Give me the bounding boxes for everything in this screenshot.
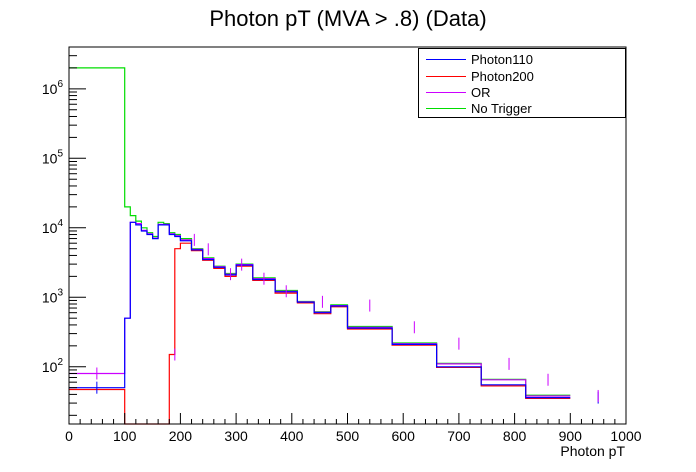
x-tick-label: 200 [169, 428, 193, 444]
series-line-or [69, 221, 571, 397]
legend-swatch-photon200 [426, 76, 466, 77]
legend-swatch-no-trigger [426, 108, 466, 109]
y-tick-label: 106 [42, 79, 64, 97]
x-tick-label: 900 [559, 428, 583, 444]
y-tick-label: 105 [42, 148, 64, 166]
legend-label-or: OR [471, 85, 491, 100]
series-line-photon110 [69, 221, 571, 399]
x-tick-label: 100 [113, 428, 137, 444]
y-tick-label: 104 [42, 218, 64, 236]
x-tick-label: 700 [447, 428, 471, 444]
legend-item-or: OR [419, 84, 625, 101]
legend-item-photon110: Photon110 [419, 51, 625, 68]
x-tick-label: 400 [280, 428, 304, 444]
x-tick-label: 0 [65, 428, 73, 444]
x-tick-label: 800 [503, 428, 527, 444]
legend-label-photon200: Photon200 [471, 69, 534, 84]
x-axis-title: Photon pT [560, 443, 625, 459]
legend-label-no-trigger: No Trigger [471, 101, 532, 116]
legend: Photon110 Photon200 OR No Trigger [418, 48, 626, 118]
x-tick-label: 1000 [610, 428, 641, 444]
x-tick-label: 600 [392, 428, 416, 444]
axes: 0 100 200 300 400 500 600 700 800 900 1000 102 103 10… [42, 46, 642, 444]
x-tick-label: 500 [336, 428, 360, 444]
x-tick-label: 300 [224, 428, 248, 444]
series-line-photon200 [69, 242, 571, 425]
data-layer [69, 67, 599, 425]
legend-item-photon200: Photon200 [419, 68, 625, 85]
legend-swatch-or [426, 92, 466, 93]
y-tick-label: 103 [42, 287, 64, 305]
legend-label-photon110: Photon110 [471, 52, 533, 67]
series-line-no-trigger [69, 67, 571, 396]
chart-title: Photon pT (MVA > .8) (Data) [209, 6, 487, 31]
legend-item-no-trigger: No Trigger [419, 100, 625, 117]
y-tick-label: 102 [42, 357, 64, 375]
legend-swatch-photon110 [426, 59, 466, 60]
